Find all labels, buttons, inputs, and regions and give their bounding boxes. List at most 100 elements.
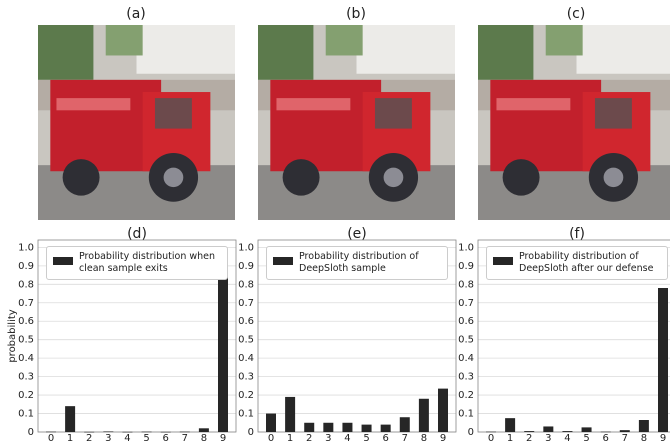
y-tick-label: 0.5	[18, 335, 34, 346]
bar	[362, 425, 372, 432]
x-tick-label: 4	[344, 433, 350, 444]
y-tick-label: 0.6	[238, 316, 254, 327]
y-tick-label: 0.2	[458, 390, 474, 401]
x-tick-label: 0	[48, 433, 54, 444]
bar	[381, 425, 391, 432]
y-tick-label: 0.9	[458, 261, 474, 272]
panel-label: (c)	[567, 6, 586, 22]
bar	[400, 417, 410, 432]
y-tick-label: 0.6	[18, 316, 34, 327]
x-tick-label: 7	[402, 433, 408, 444]
bar	[323, 423, 333, 432]
x-tick-label: 2	[526, 433, 532, 444]
x-tick-label: 0	[488, 433, 494, 444]
y-tick-label: 0.4	[458, 353, 474, 364]
y-tick-label: 0.7	[238, 298, 254, 309]
y-tick-label: 0.4	[238, 353, 254, 364]
x-tick-label: 8	[641, 433, 647, 444]
bar	[543, 426, 553, 432]
x-tick-label: 4	[564, 433, 570, 444]
bar	[218, 277, 228, 432]
y-tick-label: 0.2	[18, 390, 34, 401]
bar	[438, 389, 448, 432]
x-tick-label: 4	[124, 433, 130, 444]
x-tick-label: 8	[201, 433, 207, 444]
bar	[199, 428, 209, 432]
y-tick-label: 0	[28, 427, 34, 438]
y-tick-label: 0.6	[458, 316, 474, 327]
legend: Probability distribution of DeepSloth af…	[486, 246, 668, 280]
chart-title: (d)	[127, 226, 147, 242]
x-tick-label: 6	[162, 433, 168, 444]
image	[258, 25, 455, 220]
y-tick-label: 1.0	[458, 242, 474, 253]
chart-title: (e)	[347, 226, 367, 242]
y-tick-label: 0.8	[458, 279, 474, 290]
image	[478, 25, 670, 220]
bar	[524, 431, 534, 432]
bar	[285, 397, 295, 432]
legend: Probability distribution when clean samp…	[46, 246, 228, 280]
panel-label: (a)	[126, 6, 146, 22]
bar	[562, 431, 572, 432]
y-tick-label: 0	[468, 427, 474, 438]
legend: Probability distribution of DeepSloth sa…	[266, 246, 448, 280]
y-tick-label: 0.1	[458, 409, 474, 420]
bar	[639, 420, 649, 432]
legend-label: Probability distribution of DeepSloth af…	[519, 251, 653, 274]
y-tick-label: 1.0	[238, 242, 254, 253]
legend-label: Probability distribution when clean samp…	[79, 251, 215, 274]
bar	[419, 399, 429, 432]
bar	[620, 430, 630, 432]
y-tick-label: 1.0	[18, 242, 34, 253]
x-tick-label: 1	[67, 433, 73, 444]
legend-swatch	[273, 257, 293, 265]
legend-swatch	[53, 257, 73, 265]
y-axis-label: probability	[7, 309, 18, 362]
x-tick-label: 7	[622, 433, 628, 444]
x-tick-label: 6	[602, 433, 608, 444]
x-tick-label: 6	[382, 433, 388, 444]
figure: (a) (b) (c) 0 0.1 0.2 0.3 0.4 0.5 0.6 0.7 0.8 0.9…	[0, 0, 670, 444]
x-tick-label: 0	[268, 433, 274, 444]
y-tick-label: 0.1	[238, 409, 254, 420]
y-tick-label: 0.8	[18, 279, 34, 290]
legend-label: Probability distribution of DeepSloth sa…	[299, 251, 419, 274]
y-tick-label: 0.9	[238, 261, 254, 272]
x-tick-label: 3	[545, 433, 551, 444]
x-tick-label: 1	[287, 433, 293, 444]
legend-swatch	[493, 257, 513, 265]
y-tick-label: 0.9	[18, 261, 34, 272]
bar	[266, 414, 276, 432]
bar	[65, 406, 75, 432]
bar	[103, 431, 113, 432]
chart: (a) (b) (c) 0 0.1 0.2 0.3 0.4 0.5 0.6 0.7 0.8 0.9…	[0, 0, 670, 444]
bar	[658, 288, 668, 432]
y-tick-label: 0.3	[238, 372, 254, 383]
x-tick-label: 9	[660, 433, 666, 444]
y-tick-label: 0.5	[238, 335, 254, 346]
y-tick-label: 0.3	[458, 372, 474, 383]
x-tick-label: 3	[325, 433, 331, 444]
x-tick-label: 2	[306, 433, 312, 444]
y-tick-label: 0.2	[238, 390, 254, 401]
y-tick-label: 0.4	[18, 353, 34, 364]
y-tick-label: 0.5	[458, 335, 474, 346]
bar	[582, 427, 592, 432]
y-tick-label: 0.1	[18, 409, 34, 420]
bar	[342, 423, 352, 432]
panel-label: (b)	[346, 6, 366, 22]
x-tick-label: 5	[583, 433, 589, 444]
x-tick-label: 9	[220, 433, 226, 444]
y-tick-label: 0.7	[458, 298, 474, 309]
y-tick-label: 0.3	[18, 372, 34, 383]
bar	[304, 423, 314, 432]
y-tick-label: 0.7	[18, 298, 34, 309]
chart-title: (f)	[569, 226, 585, 242]
x-tick-label: 7	[182, 433, 188, 444]
x-tick-label: 1	[507, 433, 513, 444]
x-tick-label: 5	[363, 433, 369, 444]
x-tick-label: 8	[421, 433, 427, 444]
x-tick-label: 3	[105, 433, 111, 444]
bar	[505, 418, 515, 432]
